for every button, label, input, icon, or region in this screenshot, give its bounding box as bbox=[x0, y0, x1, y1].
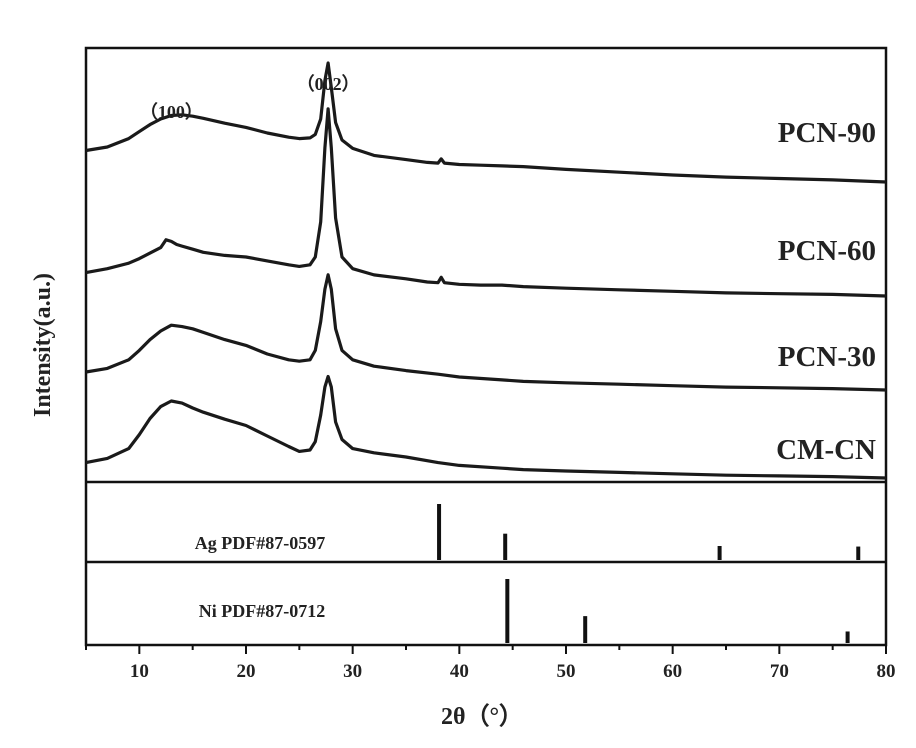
x-tick-label: 70 bbox=[770, 661, 789, 682]
label-layer: PCN-90 PCN-60 PCN-30 CM-CN （100） （002） bbox=[140, 74, 876, 466]
series-label: PCN-60 bbox=[778, 235, 876, 267]
x-tick-label: 20 bbox=[237, 661, 256, 682]
x-axis: 10 20 30 40 50 60 70 80 bbox=[86, 645, 896, 682]
peak-annotation: （100） bbox=[140, 102, 203, 122]
reference-label: Ag PDF#87-0597 bbox=[195, 533, 325, 553]
series-label: CM-CN bbox=[776, 434, 876, 466]
x-tick-label: 80 bbox=[877, 661, 896, 682]
x-tick-label: 50 bbox=[557, 661, 576, 682]
series-layer bbox=[86, 63, 886, 478]
peak-annotation: （002） bbox=[297, 74, 360, 94]
series-label: PCN-30 bbox=[778, 341, 876, 373]
series-line-pcn-90 bbox=[86, 63, 886, 182]
reference-layer: Ag PDF#87-0597 Ni PDF#87-0712 bbox=[195, 504, 859, 643]
x-tick-label: 60 bbox=[663, 661, 682, 682]
x-tick-label: 40 bbox=[450, 661, 469, 682]
x-tick-label: 30 bbox=[343, 661, 362, 682]
series-label: PCN-90 bbox=[778, 117, 876, 149]
y-axis-title: Intensity(a.u.) bbox=[30, 273, 56, 417]
series-line-pcn-60 bbox=[86, 109, 886, 296]
x-axis-title: 2θ（°） bbox=[441, 703, 523, 730]
x-tick-label: 10 bbox=[130, 661, 149, 682]
plot-frame bbox=[86, 48, 886, 645]
plot-frames bbox=[86, 48, 886, 645]
reference-label: Ni PDF#87-0712 bbox=[199, 601, 325, 621]
series-line-cm-cn bbox=[86, 377, 886, 479]
